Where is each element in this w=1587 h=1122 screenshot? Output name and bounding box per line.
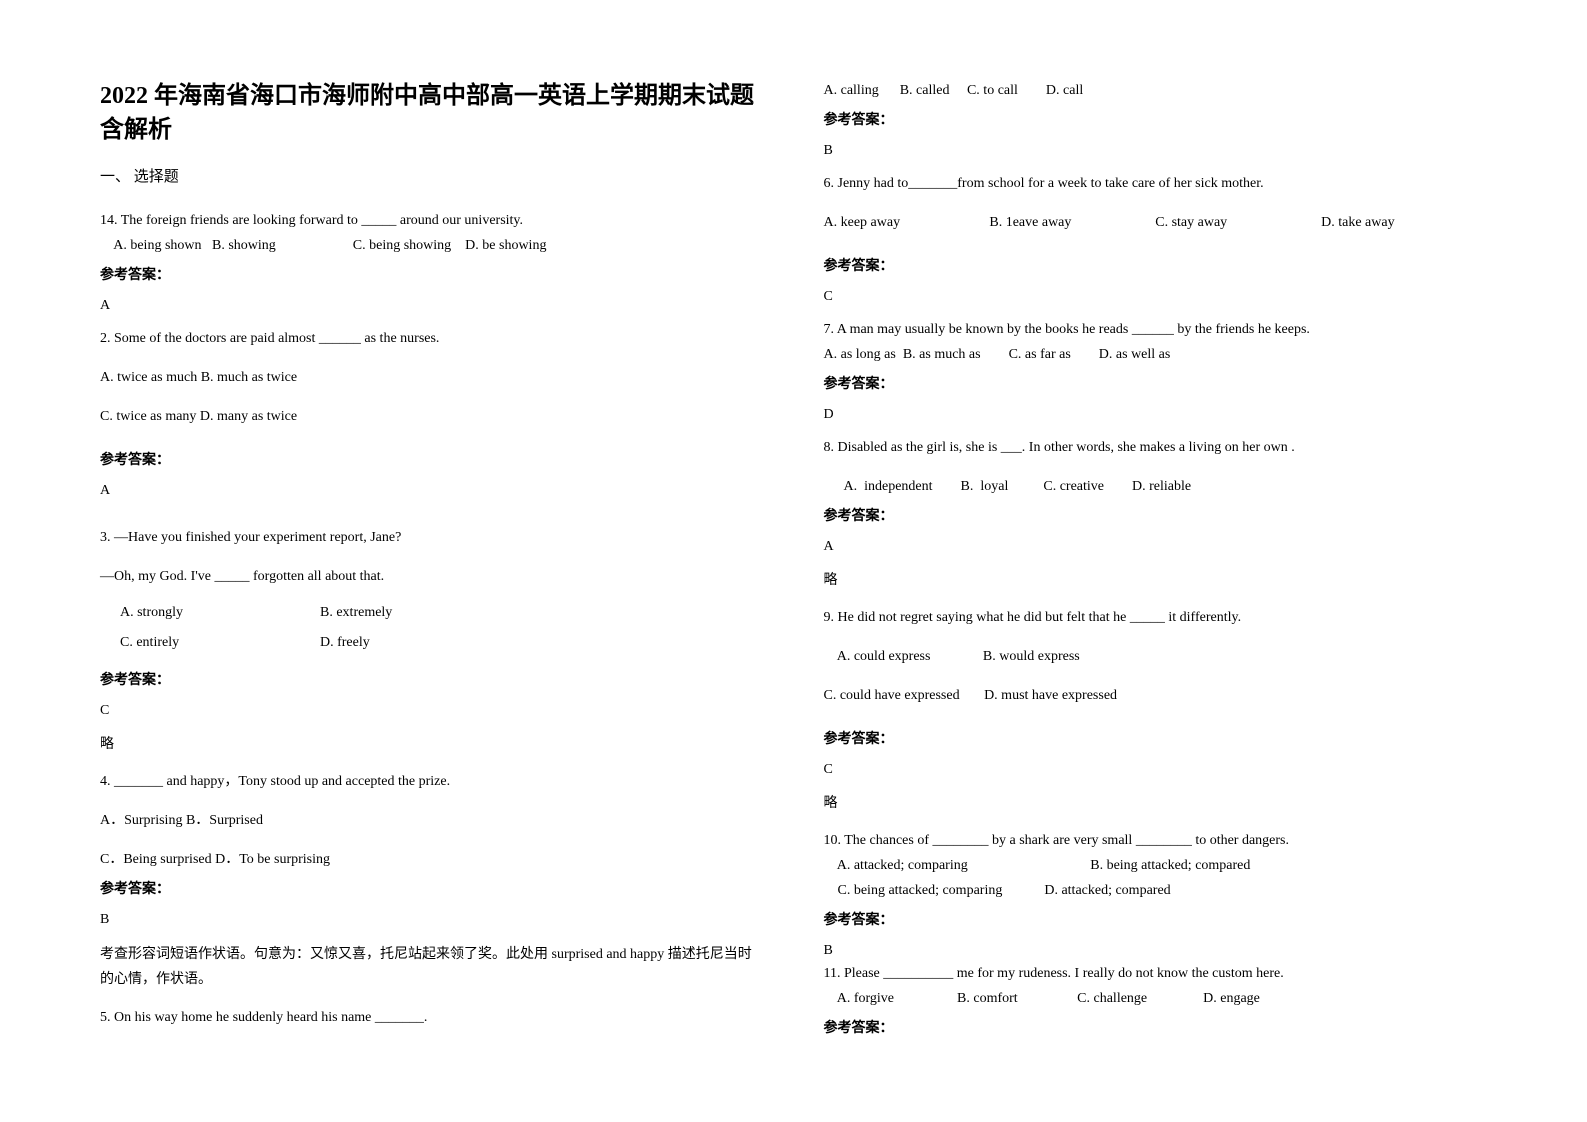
q11-ref-label: 参考答案： [824, 1017, 1488, 1037]
q7-ref-label: 参考答案： [824, 373, 1488, 393]
q5-text: 5. On his way home he suddenly heard his… [100, 1007, 764, 1028]
q10-answer: B [824, 943, 1488, 959]
q14-ref-label: 参考答案： [100, 264, 764, 284]
q14-options: A. being shown B. showing C. being showi… [100, 235, 764, 256]
q2-text: 2. Some of the doctors are paid almost _… [100, 328, 764, 349]
q3-line2: —Oh, my God. I've _____ forgotten all ab… [100, 566, 764, 587]
q5-options: A. calling B. called C. to call D. call [824, 80, 1488, 101]
q7-answer: D [824, 407, 1488, 423]
q10-options-2: C. being attacked; comparing D. attacked… [824, 880, 1488, 901]
q3-options-row1: A. strongly B. extremely [100, 605, 764, 621]
q6-opt-d: D. take away [1321, 212, 1487, 233]
q4-options-1: A．Surprising B．Surprised [100, 810, 764, 831]
q5-ref-label: 参考答案： [824, 109, 1488, 129]
q9-note: 略 [824, 792, 1488, 812]
q14-text: 14. The foreign friends are looking forw… [100, 210, 764, 231]
q7-options: A. as long as B. as much as C. as far as… [824, 344, 1488, 365]
q11-options: A. forgive B. comfort C. challenge D. en… [824, 988, 1488, 1009]
section-heading: 一、 选择题 [100, 165, 764, 186]
q11-text: 11. Please __________ me for my rudeness… [824, 963, 1488, 984]
q3-text: 3. —Have you finished your experiment re… [100, 527, 764, 548]
q14-answer: A [100, 298, 764, 314]
q4-answer: B [100, 912, 764, 928]
q8-ref-label: 参考答案： [824, 505, 1488, 525]
q9-options-1: A. could express B. would express [824, 646, 1488, 667]
q9-text: 9. He did not regret saying what he did … [824, 607, 1488, 628]
q3-answer: C [100, 703, 764, 719]
q8-note: 略 [824, 569, 1488, 589]
q6-opt-b: B. 1eave away [989, 212, 1155, 233]
right-column: A. calling B. called C. to call D. call … [824, 80, 1488, 1082]
q6-opt-a: A. keep away [824, 212, 990, 233]
q10-options-1: A. attacked; comparing B. being attacked… [824, 855, 1488, 876]
q5-answer: B [824, 143, 1488, 159]
q3-ref-label: 参考答案： [100, 669, 764, 689]
q2-options-1: A. twice as much B. much as twice [100, 367, 764, 388]
q2-ref-label: 参考答案： [100, 449, 764, 469]
q6-text: 6. Jenny had to_______from school for a … [824, 173, 1488, 194]
q3-options-row2: C. entirely D. freely [100, 635, 764, 651]
q9-answer: C [824, 762, 1488, 778]
q10-ref-label: 参考答案： [824, 909, 1488, 929]
q4-text: 4. _______ and happy，Tony stood up and a… [100, 771, 764, 792]
q7-text: 7. A man may usually be known by the boo… [824, 319, 1488, 340]
q2-options-2: C. twice as many D. many as twice [100, 406, 764, 427]
q6-opt-c: C. stay away [1155, 212, 1321, 233]
q3-opt-a: A. strongly [120, 605, 320, 621]
q2-answer: A [100, 483, 764, 499]
q8-options: A. independent B. loyal C. creative D. r… [824, 476, 1488, 497]
q6-answer: C [824, 289, 1488, 305]
left-column: 2022 年海南省海口市海师附中高中部高一英语上学期期末试题含解析 一、 选择题… [100, 80, 764, 1082]
q3-opt-d: D. freely [320, 635, 370, 651]
q4-ref-label: 参考答案： [100, 878, 764, 898]
q6-ref-label: 参考答案： [824, 255, 1488, 275]
q10-text: 10. The chances of ________ by a shark a… [824, 830, 1488, 851]
q3-note: 略 [100, 733, 764, 753]
q8-text: 8. Disabled as the girl is, she is ___. … [824, 437, 1488, 458]
q9-ref-label: 参考答案： [824, 728, 1488, 748]
q6-options: A. keep away B. 1eave away C. stay away … [824, 212, 1488, 233]
q9-options-2: C. could have expressed D. must have exp… [824, 685, 1488, 706]
document-title: 2022 年海南省海口市海师附中高中部高一英语上学期期末试题含解析 [100, 80, 764, 147]
q8-answer: A [824, 539, 1488, 555]
q3-opt-c: C. entirely [120, 635, 320, 651]
q3-opt-b: B. extremely [320, 605, 392, 621]
q4-options-2: C．Being surprised D．To be surprising [100, 849, 764, 870]
q4-explanation: 考查形容词短语作状语。句意为：又惊又喜，托尼站起来领了奖。此处用 surpris… [100, 942, 764, 992]
